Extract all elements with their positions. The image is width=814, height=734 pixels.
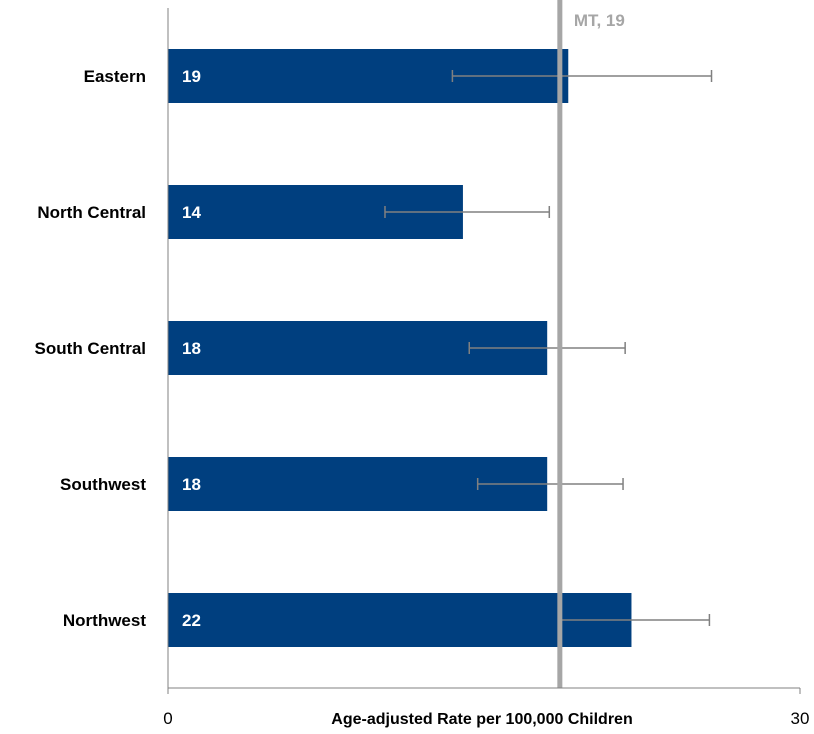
category-labels-layer: Eastern North Central South Central Southwe…	[35, 67, 147, 630]
error-bar	[476, 478, 624, 490]
category-label: South Central	[35, 339, 146, 358]
bar-value-label: 22	[182, 611, 201, 630]
error-bar	[468, 342, 626, 354]
category-label: North Central	[37, 203, 146, 222]
x-ticks-layer: 0 30	[163, 688, 809, 728]
x-axis-title: Age-adjusted Rate per 100,000 Children	[331, 711, 632, 728]
error-bars-layer	[384, 70, 713, 626]
reference-line-label: MT, 19	[574, 11, 625, 30]
category-label: Southwest	[60, 475, 146, 494]
bar-value-label: 18	[182, 339, 201, 358]
category-label: Eastern	[84, 67, 146, 86]
bar-value-label: 14	[182, 203, 201, 222]
error-bar	[384, 206, 551, 218]
bar-value-label: 18	[182, 475, 201, 494]
category-label: Northwest	[63, 611, 146, 630]
bar-northwest	[168, 593, 632, 647]
error-bar	[451, 70, 713, 82]
x-tick-label: 0	[163, 709, 172, 728]
x-tick-label: 30	[791, 709, 810, 728]
bar-value-label: 19	[182, 67, 201, 86]
